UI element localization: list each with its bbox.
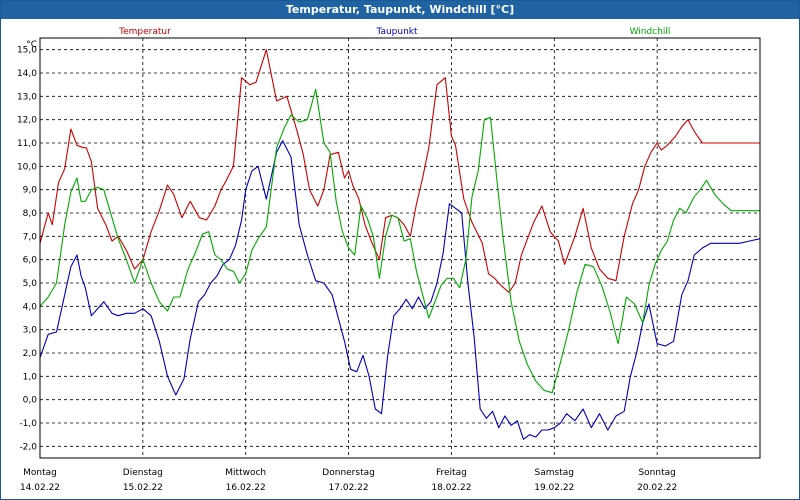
legend: Temperatur Taupunkt Windchill xyxy=(118,27,670,37)
y-tick-label: 15,0 xyxy=(17,46,37,56)
plot-frame xyxy=(39,37,761,459)
x-tick-day: Samstag xyxy=(535,468,574,478)
y-tick-label: 5,0 xyxy=(23,279,38,289)
legend-entry-windchill: Windchill xyxy=(630,27,671,37)
legend-entry-taupunkt: Taupunkt xyxy=(375,27,418,37)
y-tick-label: 14,0 xyxy=(17,69,37,79)
series-line-windchill xyxy=(39,88,760,394)
x-tick-date: 16.02.22 xyxy=(226,483,266,493)
chart-title: Temperatur, Taupunkt, Windchill [°C] xyxy=(1,1,799,19)
series-lines xyxy=(39,49,761,440)
y-tick-label: 10,0 xyxy=(17,162,37,172)
series-line-taupunkt xyxy=(39,140,761,440)
y-tick-label: 4,0 xyxy=(23,302,38,312)
y-tick-label: 7,0 xyxy=(23,232,38,242)
x-tick-day: Freitag xyxy=(436,468,467,478)
x-tick-day: Sonntag xyxy=(638,468,675,478)
x-tick-day: Donnerstag xyxy=(322,468,375,478)
y-tick-label: 3,0 xyxy=(23,326,38,336)
y-tick-label: 6,0 xyxy=(23,256,38,266)
x-tick-date: 14.02.22 xyxy=(20,483,60,493)
x-tick-date: 19.02.22 xyxy=(534,483,574,493)
x-tick-date: 20.02.22 xyxy=(637,483,677,493)
y-tick-label: 13,0 xyxy=(17,92,37,102)
y-tick-label: 0,0 xyxy=(23,396,38,406)
x-tick-day: Dienstag xyxy=(123,468,163,478)
legend-entry-temperatur: Temperatur xyxy=(118,27,171,37)
axes xyxy=(39,37,761,459)
y-tick-label: 9,0 xyxy=(23,186,38,196)
y-tick-label: -1,0 xyxy=(19,419,37,429)
x-tick-date: 17.02.22 xyxy=(329,483,369,493)
y-tick-label: 1,0 xyxy=(23,372,38,382)
x-tick-date: 18.02.22 xyxy=(431,483,471,493)
y-tick-label: 11,0 xyxy=(17,139,37,149)
y-tick-label: 12,0 xyxy=(17,116,37,126)
y-tick-label: 2,0 xyxy=(23,349,38,359)
y-axis-unit: °C xyxy=(26,40,37,50)
x-tick-day: Mittwoch xyxy=(225,468,266,478)
x-tick-date: 15.02.22 xyxy=(123,483,163,493)
series-line-temperatur xyxy=(39,49,760,293)
tick-labels: 15,0 14,0 13,0 12,0 11,0 10,0 9,0 8,0 7,0 6,0 5,0 4… xyxy=(17,40,677,493)
x-tick-day: Montag xyxy=(23,468,57,478)
y-tick-label: 8,0 xyxy=(23,209,38,219)
grid-lines xyxy=(40,38,760,458)
y-tick-label: -2,0 xyxy=(19,442,37,452)
